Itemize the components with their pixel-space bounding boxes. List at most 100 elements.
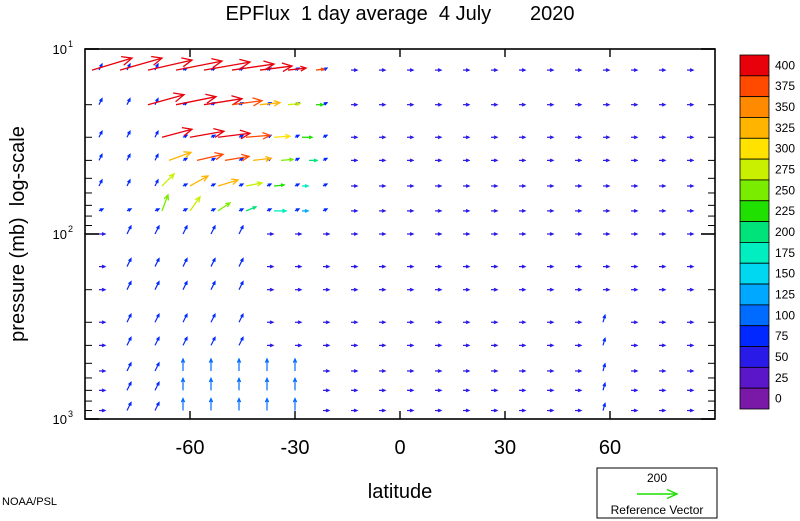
flux-vector: [379, 264, 387, 269]
flux-vector: [407, 102, 415, 107]
flux-vector: [435, 287, 443, 292]
flux-vector-strong: [280, 157, 295, 162]
colorbar-swatch: [739, 54, 770, 77]
flux-vector: [126, 129, 131, 138]
flux-vector: [126, 224, 132, 235]
flux-vector: [294, 134, 301, 139]
flux-vector: [435, 208, 443, 213]
flux-vector-strong: [245, 181, 264, 187]
flux-vector: [99, 343, 107, 348]
flux-vector: [491, 184, 499, 188]
flux-vector: [491, 369, 499, 373]
flux-vector: [519, 135, 527, 140]
flux-vector: [407, 320, 415, 325]
flux-vector: [547, 264, 555, 269]
flux-vector: [210, 280, 216, 290]
flux-vector: [547, 102, 555, 107]
flux-vector-strong: [196, 152, 225, 162]
x-axis-ticks: -60 -30 0 30 60: [176, 49, 621, 459]
flux-vector: [435, 343, 443, 348]
flux-vector: [236, 397, 242, 411]
colorbar-swatch: [739, 75, 770, 98]
flux-vector: [407, 184, 415, 188]
flux-vector: [547, 135, 555, 140]
flux-vector: [267, 287, 275, 292]
flux-vector: [687, 343, 695, 348]
flux-vector: [659, 135, 667, 140]
reference-arrow: [637, 488, 679, 500]
colorbar-label: 325: [775, 121, 795, 135]
flux-vector: [491, 388, 499, 393]
flux-vector: [154, 129, 159, 138]
flux-vector: [238, 336, 244, 346]
flux-vector: [463, 264, 471, 269]
flux-vector: [154, 280, 160, 290]
flux-vector-strong: [287, 65, 308, 72]
flux-vector: [547, 68, 555, 72]
flux-vector: [210, 134, 217, 139]
flux-vector: [435, 68, 443, 72]
flux-vector: [603, 232, 611, 236]
flux-vector: [264, 376, 270, 391]
flux-vector-strong: [203, 58, 252, 71]
flux-vector: [687, 135, 695, 140]
flux-vector: [659, 287, 667, 292]
flux-vector: [98, 208, 105, 212]
flux-vector: [603, 158, 611, 163]
colorbar-swatch: [739, 158, 770, 181]
flux-vector: [154, 153, 159, 161]
flux-vector: [154, 257, 160, 267]
y-tick-exponent: 2: [68, 224, 73, 234]
flux-vector: [519, 264, 527, 269]
flux-vector: [631, 320, 639, 325]
flux-vector-field: [91, 55, 695, 413]
flux-vector-strong: [316, 102, 325, 107]
flux-vector-strong: [175, 93, 218, 106]
reference-vector-label: Reference Vector: [611, 503, 704, 517]
flux-vector: [208, 397, 214, 411]
flux-vector-strong: [203, 95, 244, 106]
flux-vector-strong: [315, 67, 326, 72]
flux-vector: [463, 158, 471, 163]
flux-vector: [463, 408, 471, 413]
flux-vector: [236, 357, 242, 371]
flux-vector: [659, 102, 667, 107]
flux-vector-strong: [161, 126, 194, 138]
flux-vector: [631, 232, 639, 236]
flux-vector: [295, 343, 303, 348]
flux-vector: [602, 381, 607, 391]
flux-vector: [322, 183, 329, 187]
colorbar-label: 350: [775, 100, 795, 114]
flux-vector-strong: [302, 208, 310, 213]
flux-vector: [266, 183, 273, 187]
flux-vector: [463, 232, 471, 236]
flux-vector: [351, 287, 359, 292]
flux-vector-strong: [175, 57, 224, 71]
flux-vector: [602, 402, 607, 411]
flux-vector: [295, 287, 303, 292]
flux-vector: [687, 369, 695, 373]
flux-vector: [435, 408, 443, 413]
flux-vector: [519, 320, 527, 325]
flux-vector: [407, 343, 415, 348]
flux-vector: [575, 320, 583, 325]
colorbar-label: 225: [775, 204, 795, 218]
flux-vector: [323, 287, 331, 292]
y-tick-exponent: 1: [68, 39, 73, 49]
flux-vector: [435, 135, 443, 140]
flux-vector-strong: [259, 99, 282, 107]
reference-vector-arrow: [637, 488, 679, 500]
flux-vector: [98, 97, 103, 105]
flux-vector: [631, 287, 639, 292]
flux-vector: [407, 158, 415, 163]
flux-vector: [435, 264, 443, 269]
flux-vector: [182, 280, 188, 290]
colorbar-swatch: [739, 366, 770, 389]
flux-vector: [463, 135, 471, 140]
flux-vector: [236, 376, 242, 391]
flux-vector: [126, 153, 131, 161]
colorbar-swatch: [739, 283, 770, 306]
flux-vector: [210, 257, 216, 267]
flux-vector: [491, 287, 499, 292]
reference-vector-box: 200 Reference Vector: [596, 467, 718, 519]
